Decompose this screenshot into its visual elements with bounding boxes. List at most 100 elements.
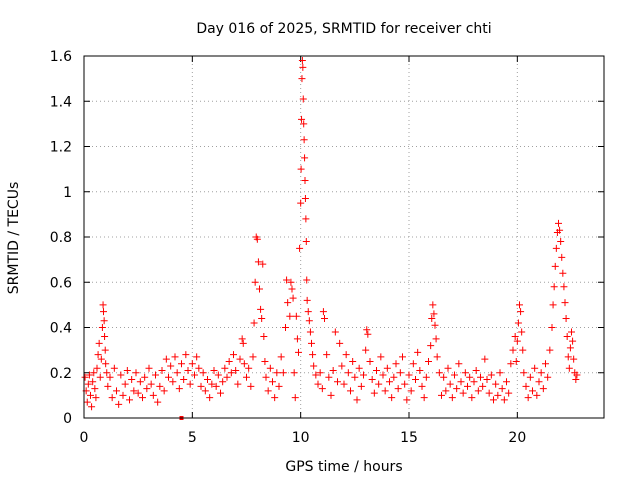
data-point [95, 339, 103, 347]
data-point [455, 360, 463, 368]
data-point [145, 364, 153, 372]
data-point [206, 394, 214, 402]
data-point [240, 360, 248, 368]
data-point [318, 385, 326, 393]
data-point [319, 308, 327, 316]
data-point [368, 376, 376, 384]
y-ticks: 0 0.2 0.4 0.6 0.8 1 1.2 1.4 1.6 [50, 49, 604, 427]
y-tick-label: 0.4 [50, 321, 72, 337]
data-point [106, 373, 114, 381]
data-point [302, 238, 310, 246]
data-point [180, 376, 188, 384]
data-point [195, 364, 203, 372]
data-point [490, 396, 497, 404]
y-tick-label: 1 [63, 185, 72, 201]
data-point [288, 285, 296, 293]
data-point [427, 342, 435, 350]
data-point [104, 382, 112, 390]
x-axis-label: GPS time / hours [285, 459, 402, 475]
data-point [570, 355, 578, 363]
data-point [234, 380, 242, 388]
data-point [392, 360, 400, 368]
data-point [175, 385, 183, 393]
data-point [483, 376, 491, 384]
data-point [373, 366, 380, 374]
data-point [357, 382, 365, 390]
data-point [360, 371, 367, 379]
data-point [526, 373, 534, 381]
data-point [287, 278, 295, 286]
data-point [548, 324, 556, 331]
data-point [93, 364, 101, 372]
data-point [266, 364, 274, 372]
data-point [149, 391, 157, 399]
data-point [300, 136, 308, 144]
data-point [347, 387, 354, 395]
data-point [152, 371, 159, 379]
data-point [503, 378, 510, 386]
chart-title: Day 016 of 2025, SRMTID for receiver cht… [196, 21, 491, 37]
data-point [283, 276, 291, 284]
data-point [293, 335, 301, 343]
data-point [136, 378, 144, 386]
data-point [388, 394, 396, 402]
data-point [162, 355, 170, 363]
data-point [227, 369, 235, 377]
data-point [338, 362, 346, 370]
data-point [297, 165, 305, 173]
data-point [537, 369, 545, 377]
data-point [304, 308, 312, 316]
data-point [474, 387, 482, 395]
data-point [258, 314, 266, 322]
y-tick-label: 0.2 [50, 366, 72, 382]
data-point [269, 378, 276, 386]
data-point [238, 335, 246, 343]
data-point [533, 391, 541, 399]
data-point [188, 360, 196, 368]
data-point [191, 371, 198, 379]
data-point [165, 373, 172, 381]
data-point [101, 346, 109, 354]
data-point [353, 396, 361, 404]
data-point [314, 380, 322, 388]
data-point [430, 310, 438, 318]
data-point [481, 355, 489, 363]
data-point [154, 398, 162, 406]
x-tick-label: 0 [80, 430, 89, 446]
data-point [303, 296, 311, 304]
data-point [407, 387, 415, 395]
data-point [531, 364, 539, 372]
data-point [560, 283, 568, 291]
data-point [219, 378, 227, 386]
data-point [239, 339, 247, 347]
data-point [156, 382, 164, 390]
data-point [414, 348, 422, 356]
data-point [284, 299, 292, 307]
data-point [90, 369, 98, 377]
data-point [498, 385, 506, 393]
data-point [440, 373, 448, 381]
data-point [236, 355, 244, 363]
data-point [377, 353, 385, 361]
data-point [110, 364, 118, 372]
data-point [232, 366, 240, 374]
data-point [336, 339, 344, 347]
data-point [217, 389, 224, 397]
data-point [247, 382, 255, 390]
data-point [306, 328, 314, 336]
plot-frame [83, 55, 605, 419]
data-point [468, 394, 476, 402]
data-point [379, 371, 387, 379]
data-point [561, 299, 569, 307]
data-point [167, 362, 175, 370]
data-point [422, 373, 430, 381]
data-point [253, 235, 261, 243]
data-point [451, 371, 458, 379]
data-point [403, 396, 411, 404]
data-point [309, 351, 317, 359]
data-point [98, 324, 106, 331]
data-point [89, 378, 97, 386]
data-point [546, 346, 554, 354]
data-point [325, 373, 333, 381]
data-points [81, 57, 581, 420]
